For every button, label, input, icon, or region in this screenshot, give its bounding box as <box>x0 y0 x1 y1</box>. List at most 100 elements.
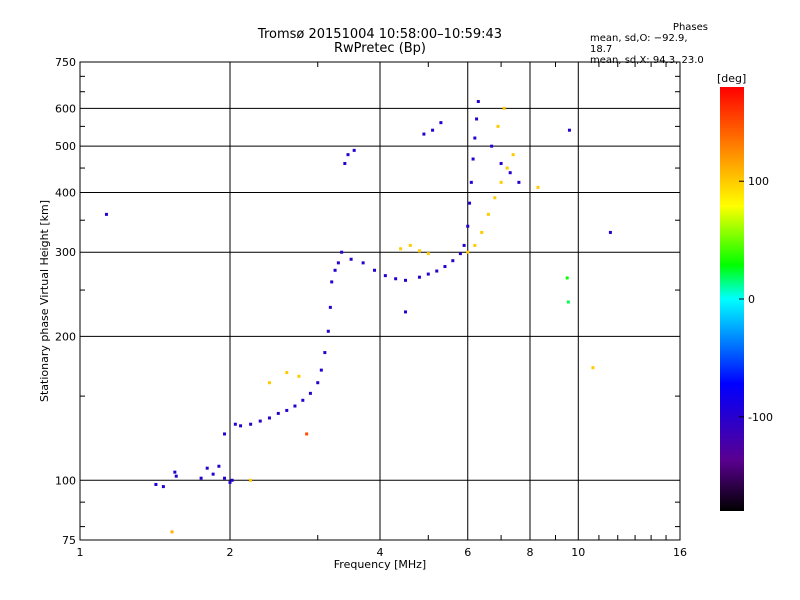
y-tick-label: 400 <box>55 186 76 199</box>
y-tick-labels: 75 100 200 300 400 500 600 750 <box>55 56 76 547</box>
data-point <box>496 124 500 128</box>
data-point <box>326 329 330 333</box>
x-tick-label: 8 <box>527 546 534 559</box>
y-tick-label: 200 <box>55 330 76 343</box>
x-tick-label: 2 <box>227 546 234 559</box>
grid-lines <box>80 62 680 540</box>
data-point <box>493 196 497 200</box>
data-point <box>349 257 353 261</box>
data-point <box>323 351 327 355</box>
data-point <box>468 201 472 205</box>
y-tick-label: 300 <box>55 246 76 259</box>
x-tick-label: 6 <box>464 546 471 559</box>
data-point <box>333 268 337 272</box>
colorbar-tick-label: 100 <box>748 175 769 188</box>
data-point <box>373 268 377 272</box>
data-point <box>199 476 203 480</box>
y-tick-label: 600 <box>55 102 76 115</box>
data-point <box>328 305 332 309</box>
data-point <box>462 243 466 247</box>
data-point <box>475 117 479 121</box>
data-point <box>276 411 280 415</box>
x-tick-labels: 1 2 4 6 8 10 16 <box>77 546 688 559</box>
data-point <box>469 180 473 184</box>
x-tick-label: 16 <box>673 546 687 559</box>
data-point <box>403 310 407 314</box>
data-point <box>473 136 477 140</box>
x-tick-label: 10 <box>571 546 585 559</box>
data-point <box>439 121 443 125</box>
data-point <box>466 250 470 254</box>
data-point <box>174 474 178 478</box>
data-point <box>458 252 462 256</box>
data-point <box>267 381 271 385</box>
chart-subtitle: RwPretec (Bp) <box>333 41 427 56</box>
data-point <box>566 300 570 304</box>
phase-stats-o: mean, sd,O: −92.9, 18.7 <box>590 33 688 55</box>
data-point <box>230 478 234 482</box>
data-point <box>346 153 350 157</box>
data-point <box>301 398 305 402</box>
data-point <box>249 422 253 426</box>
data-point <box>435 269 439 273</box>
x-tick-label: 4 <box>377 546 384 559</box>
phase-stats-x: mean, sd,X: 94.3, 23.0 <box>590 55 704 66</box>
data-point <box>228 480 232 484</box>
data-point <box>383 274 387 278</box>
data-point <box>499 161 503 165</box>
data-point <box>340 250 344 254</box>
data-point <box>451 259 455 263</box>
data-point <box>223 476 227 480</box>
data-point <box>239 424 243 428</box>
chart-title: Tromsø 20151004 10:58:00–10:59:43 <box>257 27 503 42</box>
data-point <box>267 416 271 420</box>
data-point <box>154 482 158 486</box>
data-point <box>336 261 340 265</box>
data-point <box>308 391 312 395</box>
x-tick-label: 1 <box>77 546 84 559</box>
plot-frame <box>79 61 681 541</box>
data-point <box>104 212 108 216</box>
data-point <box>293 404 297 408</box>
data-point <box>480 230 484 234</box>
data-point <box>161 485 165 489</box>
data-point <box>399 247 403 251</box>
data-point <box>403 278 407 282</box>
y-axis-label: Stationary phase Virtual Height [km] <box>38 200 51 402</box>
data-point <box>567 128 571 132</box>
data-point <box>505 166 509 170</box>
data-point <box>486 212 490 216</box>
phase-stats: Phases mean, sd,O: −92.9, 18.7 mean, sd,… <box>590 22 710 66</box>
data-point <box>490 144 494 148</box>
data-point <box>352 148 356 152</box>
data-point <box>217 464 221 468</box>
data-point <box>476 100 480 104</box>
data-point <box>205 466 209 470</box>
data-point <box>422 132 426 136</box>
data-point <box>249 478 253 482</box>
data-point <box>170 530 174 534</box>
data-point <box>517 180 521 184</box>
data-point <box>466 224 470 228</box>
data-point <box>285 408 289 412</box>
data-point <box>473 243 477 247</box>
data-point <box>233 422 237 426</box>
data-point <box>431 128 435 132</box>
data-point <box>173 470 177 474</box>
data-point <box>297 374 301 378</box>
y-tick-label: 750 <box>55 56 76 69</box>
data-point <box>443 265 447 269</box>
y-tick-label: 500 <box>55 140 76 153</box>
data-point <box>319 368 323 372</box>
data-point <box>417 249 421 253</box>
data-point <box>394 277 398 281</box>
colorbar-ticks: 100 0 -100 <box>739 175 773 424</box>
phase-stats-header: Phases <box>672 22 708 33</box>
data-points <box>104 100 612 534</box>
data-point <box>426 272 430 276</box>
colorbar-tick-label: 0 <box>748 293 755 306</box>
data-point <box>417 275 421 279</box>
data-point <box>285 371 289 375</box>
data-point <box>471 157 475 161</box>
